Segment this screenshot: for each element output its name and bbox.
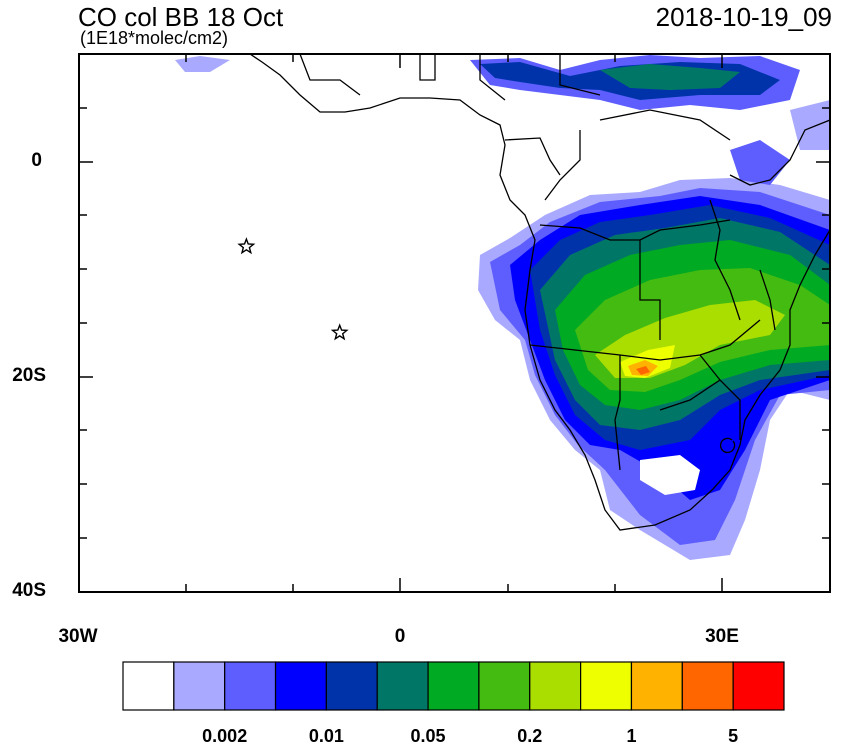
colorbar-swatch-1: [173, 661, 226, 711]
lat-label-20s: 20S: [12, 365, 46, 386]
star-marker-1: [237, 237, 256, 255]
timestamp-label: 2018-10-19_09: [655, 2, 832, 32]
axis-ticks: [79, 54, 830, 592]
colorbar-label-2: 0.05: [410, 726, 446, 746]
border-15: [504, 137, 561, 176]
lon-label-30w: 30W: [58, 626, 98, 647]
border-10: [759, 269, 776, 331]
units-label: (1E18*molec/cm2): [80, 28, 229, 48]
colorbar: [122, 661, 785, 711]
map-title: CO col BB 18 Oct: [78, 2, 284, 32]
plume-level-11: [636, 366, 650, 375]
colorbar-swatch-4: [325, 661, 378, 711]
plume-north-3: [600, 64, 740, 90]
border-9: [709, 199, 741, 321]
colorbar-label-4: 1: [626, 726, 637, 746]
colorbar-swatch-2: [224, 661, 277, 711]
border-11: [299, 54, 361, 96]
clear-sa-east: [640, 455, 700, 495]
border-12: [419, 54, 436, 81]
colorbar-swatch-9: [580, 661, 633, 711]
colorbar-swatch-8: [529, 661, 582, 711]
lesotho: [719, 437, 736, 454]
colorbar-swatch-10: [630, 661, 683, 711]
colorbar-label-5: 5: [728, 726, 739, 746]
border-7: [699, 354, 741, 440]
colorbar-swatch-0: [122, 661, 175, 711]
lon-label-30e: 30E: [705, 626, 739, 647]
border-8: [659, 379, 721, 411]
plume-east-ridge: [730, 140, 790, 185]
colorbar-label-0: 0.002: [202, 726, 248, 746]
border-6: [599, 109, 731, 141]
border-2: [529, 319, 761, 361]
plume-ne: [790, 100, 830, 150]
co-concentration-field: [175, 55, 830, 560]
lon-label-0: 0: [394, 626, 406, 647]
colorbar-label-3: 0.2: [517, 726, 543, 746]
border-4: [614, 355, 621, 471]
lat-label-40s: 40S: [12, 580, 46, 601]
colorbar-swatch-5: [376, 661, 429, 711]
colorbar-swatch-12: [732, 661, 785, 711]
border-3: [639, 240, 661, 340]
colorbar-swatch-6: [427, 661, 480, 711]
west-africa-coast: [249, 54, 830, 531]
east-africa-coast: [729, 119, 830, 186]
border-14: [559, 54, 601, 96]
marker-layer: [237, 237, 349, 341]
coastlines: [249, 54, 830, 531]
plume-north-4: [175, 56, 230, 72]
border-5: [544, 130, 581, 201]
colorbar-swatch-3: [274, 661, 327, 711]
colorbar-label-1: 0.01: [308, 726, 344, 746]
border-13: [479, 54, 506, 101]
star-marker-2: [330, 323, 349, 341]
lat-label-0: 0: [31, 150, 42, 171]
colorbar-swatch-11: [681, 661, 734, 711]
colorbar-swatch-7: [478, 661, 531, 711]
